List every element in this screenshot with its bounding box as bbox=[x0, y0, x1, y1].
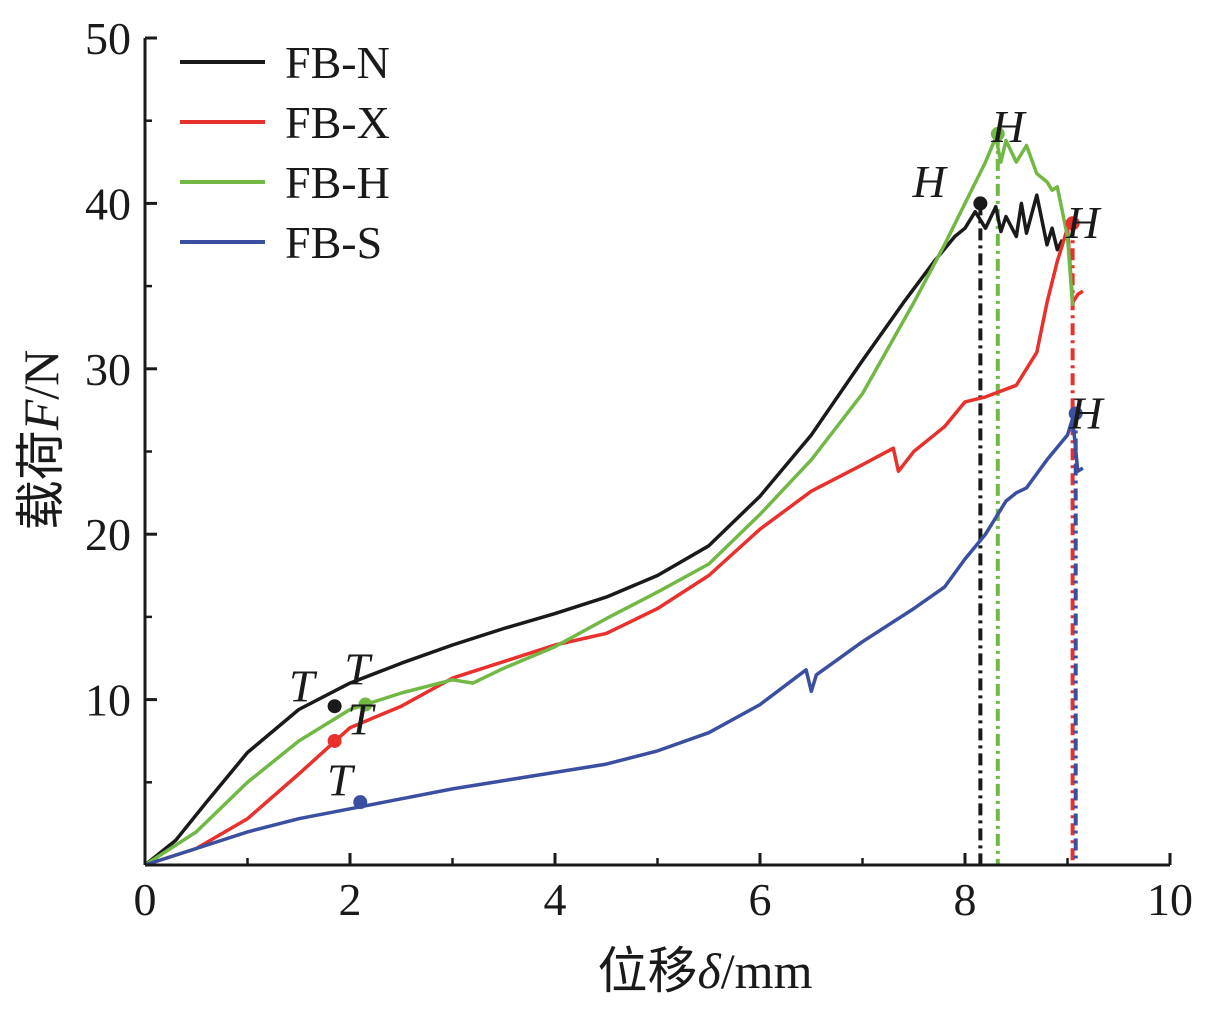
axes-layer: 0 2 4 6 8 10 10 20 30 40 50 bbox=[85, 13, 1193, 925]
x-tick-label: 8 bbox=[954, 874, 977, 925]
marker-point-t-fb-h bbox=[358, 697, 373, 712]
marker-label-h-fb-s: H bbox=[1068, 387, 1105, 438]
y-axis-label-unit: /N bbox=[13, 350, 69, 400]
y-tick-label: 50 bbox=[85, 13, 131, 64]
marker-label-t-fb-n: T bbox=[289, 660, 318, 711]
marker-label-h-fb-x: H bbox=[1065, 197, 1102, 248]
series-line-fb-x bbox=[144, 226, 1084, 867]
y-tick-label: 20 bbox=[85, 509, 131, 560]
x-tick-label: 0 bbox=[134, 874, 157, 925]
legend-label-fb-x: FB-X bbox=[285, 97, 390, 148]
marker-point-h-fb-x bbox=[1065, 216, 1080, 231]
x-tick-label: 10 bbox=[1147, 874, 1193, 925]
legend-label-fb-s: FB-S bbox=[285, 217, 382, 268]
series-line-fb-n bbox=[143, 193, 1064, 867]
marker-point-t-fb-n bbox=[327, 699, 342, 714]
series-layer bbox=[143, 135, 1084, 867]
y-tick-label: 40 bbox=[85, 178, 131, 229]
marker-label-h-fb-n: H bbox=[912, 156, 949, 207]
y-axis-label-prefix: 载荷 bbox=[13, 430, 69, 530]
y-axis-label-symbol: F bbox=[13, 399, 69, 431]
y-axis-label: 载荷F/N bbox=[13, 350, 69, 531]
y-tick-label: 30 bbox=[85, 344, 131, 395]
marker-point-h-fb-s bbox=[1068, 406, 1083, 421]
legend-label-fb-n: FB-N bbox=[285, 37, 390, 88]
x-tick-label: 4 bbox=[544, 874, 567, 925]
x-tick-label: 6 bbox=[749, 874, 772, 925]
marker-label-t-fb-x: T bbox=[347, 693, 376, 744]
x-axis-label-prefix: 位移 bbox=[598, 943, 698, 999]
marker-point-h-fb-h bbox=[990, 126, 1005, 141]
x-axis-label-symbol: δ bbox=[698, 943, 722, 999]
dropline-layer bbox=[978, 133, 1078, 865]
marker-point-t-fb-x bbox=[327, 733, 342, 748]
marker-point-h-fb-n bbox=[973, 196, 988, 211]
x-tick-label: 2 bbox=[339, 874, 362, 925]
x-axis-label: 位移δ/mm bbox=[598, 943, 813, 999]
y-tick-label: 10 bbox=[85, 675, 131, 726]
series-line-fb-h bbox=[144, 135, 1075, 867]
marker-point-t-fb-s bbox=[353, 795, 368, 810]
x-axis-label-unit: /mm bbox=[721, 943, 813, 999]
series-line-fb-s bbox=[144, 416, 1084, 867]
legend: FB-N FB-X FB-H FB-S bbox=[180, 37, 390, 268]
marker-label-t-fb-s: T bbox=[327, 755, 356, 806]
legend-label-fb-h: FB-H bbox=[285, 157, 390, 208]
marker-label-t-fb-h: T bbox=[344, 644, 373, 695]
marker-label-h-fb-h: H bbox=[990, 101, 1027, 152]
